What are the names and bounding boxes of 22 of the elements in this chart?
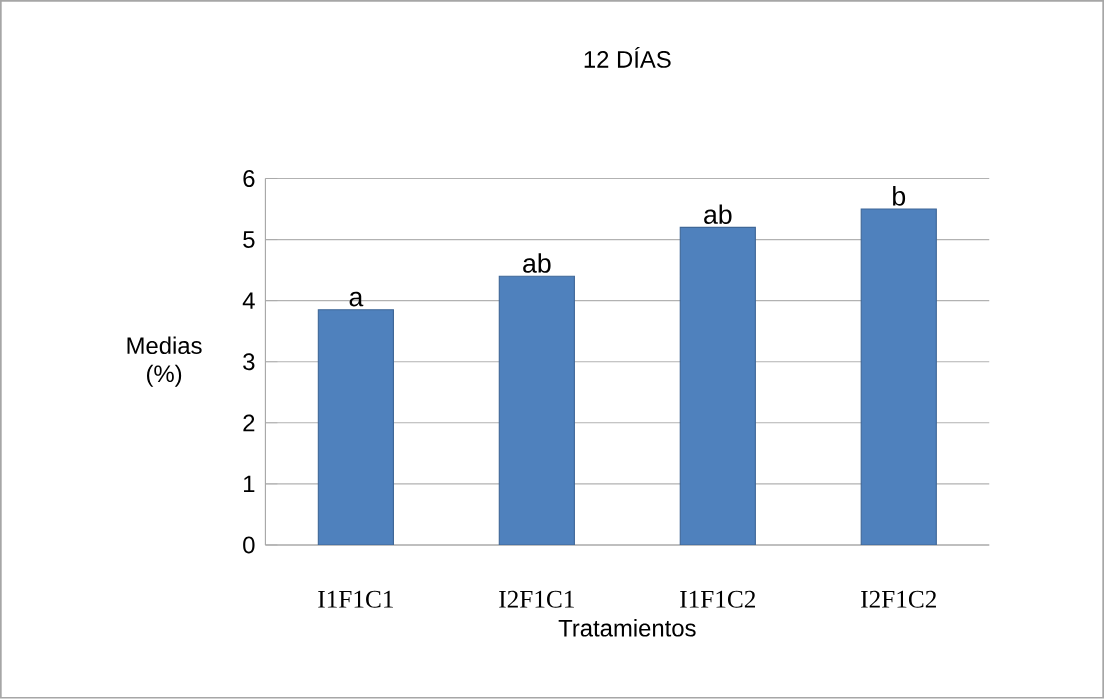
y-tick-label: 2 bbox=[243, 414, 255, 432]
y-tick-label: 6 bbox=[243, 170, 255, 188]
y-tick-label: 4 bbox=[242, 292, 255, 310]
x-tick-label: I1F1C2 bbox=[680, 591, 755, 609]
y-tick-label: 3 bbox=[243, 353, 255, 371]
bar bbox=[860, 208, 937, 546]
annotation: b bbox=[893, 186, 906, 206]
y-axis-title: Medias (%) bbox=[127, 336, 202, 388]
annotation: ab bbox=[704, 204, 732, 225]
chart-title: 12 DÍAS bbox=[584, 47, 671, 69]
x-tick-label: I2F1C1 bbox=[499, 591, 574, 609]
annotation: ab bbox=[523, 253, 551, 274]
y-tick-label: 0 bbox=[243, 536, 255, 554]
bar bbox=[498, 275, 575, 546]
bar bbox=[317, 309, 394, 546]
x-axis-title: Tratamientos bbox=[558, 619, 696, 637]
y-tick-label: 5 bbox=[243, 231, 255, 249]
bar bbox=[679, 226, 756, 546]
x-tick-label: I1F1C1 bbox=[318, 591, 393, 609]
y-tick-label: 1 bbox=[244, 475, 255, 493]
x-tick-label: I2F1C2 bbox=[861, 591, 936, 609]
annotation: a bbox=[349, 292, 364, 307]
